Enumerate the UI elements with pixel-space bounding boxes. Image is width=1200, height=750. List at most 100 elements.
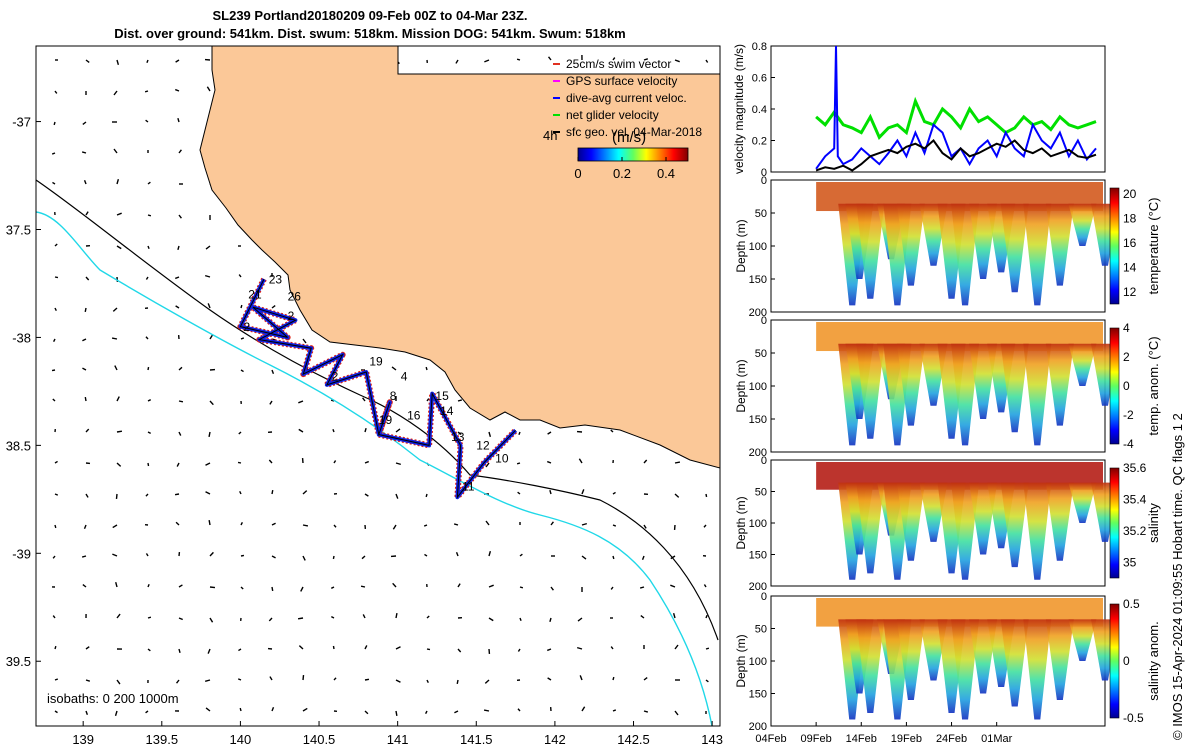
current-arrow (207, 648, 211, 654)
current-arrow (547, 648, 552, 652)
current-arrow (147, 583, 150, 588)
current-arrow (271, 707, 275, 712)
current-arrow (206, 86, 211, 92)
current-arrow (85, 428, 90, 433)
current-arrow (672, 613, 676, 619)
current-arrow (643, 459, 648, 464)
colorbar-tick: 4 (1123, 321, 1130, 335)
current-arrow (581, 522, 587, 526)
current-arrow (205, 245, 211, 250)
current-arrow (52, 181, 56, 185)
time-series-panels: 0 0.2 0.4 0.6 0.8 velocity magnitude (m/s) 0 50… (732, 41, 1161, 745)
time-x-tick: 04Feb (755, 733, 786, 745)
current-arrow (362, 397, 366, 402)
current-arrow (550, 521, 554, 526)
current-arrow (547, 431, 552, 435)
track-label: 13 (451, 430, 465, 444)
legend-entry: GPS surface velocity (566, 74, 677, 88)
track-label: 8 (390, 389, 397, 403)
current-arrow (52, 398, 56, 402)
colorbar-tick: 0.5 (1123, 597, 1140, 611)
current-arrow (483, 709, 490, 712)
current-arrow (643, 710, 649, 713)
current-arrow (52, 555, 56, 559)
current-arrow (82, 367, 87, 371)
current-arrow (113, 148, 118, 154)
depth-tick: 200 (749, 447, 767, 459)
current-arrow (147, 431, 151, 434)
depth-tick: 200 (749, 721, 767, 733)
current-arrow (703, 524, 707, 528)
current-arrow (488, 617, 494, 622)
dive-profile (969, 619, 998, 694)
depth-ylabel: Depth (m) (734, 634, 748, 687)
current-arrow (271, 489, 274, 495)
current-arrow (454, 710, 459, 714)
dive-profile (1068, 203, 1097, 246)
current-arrow (240, 522, 243, 526)
current-arrow (145, 493, 149, 497)
current-arrow (581, 555, 587, 560)
current-arrow (146, 59, 149, 64)
depth-ylabel: Depth (m) (734, 219, 748, 272)
velocity-y-tick: 0.8 (752, 41, 767, 53)
dive-profile (896, 619, 925, 700)
dive-profile (1000, 343, 1029, 433)
current-arrow (147, 366, 150, 371)
current-arrow (175, 305, 180, 309)
current-arrow (300, 586, 304, 592)
depth-tick: 0 (761, 591, 767, 603)
current-arrow (395, 646, 401, 650)
current-arrow (209, 400, 214, 406)
map-x-tick: 141 (387, 732, 409, 747)
current-arrow (116, 245, 122, 250)
current-arrow (111, 337, 118, 340)
current-arrow (612, 491, 616, 495)
current-arrow (516, 462, 521, 465)
current-arrow (114, 710, 118, 716)
current-arrow (484, 59, 490, 63)
current-arrow (83, 180, 87, 185)
dive-profile (1068, 343, 1097, 386)
current-arrow (670, 584, 676, 588)
current-arrow (674, 461, 681, 464)
current-arrow (112, 524, 118, 529)
current-arrow (268, 459, 273, 464)
current-arrow (581, 706, 586, 712)
current-arrow (364, 493, 369, 497)
current-arrow (177, 117, 180, 123)
current-arrow (269, 676, 273, 681)
depth-ylabel: Depth (m) (734, 496, 748, 549)
current-arrow (240, 586, 244, 590)
current-arrow (115, 493, 118, 500)
current-arrow (178, 400, 184, 403)
current-arrow (547, 56, 552, 61)
track-label: 12 (476, 439, 490, 453)
map-x-tick: 142 (544, 732, 566, 747)
dive-profile (969, 482, 998, 555)
current-arrow (147, 245, 150, 250)
current-arrow (116, 179, 120, 185)
current-arrow (240, 369, 244, 373)
current-arrow (364, 710, 369, 715)
dive-profile (1045, 619, 1074, 700)
current-arrow (81, 555, 87, 558)
current-arrow (391, 366, 397, 371)
current-arrow (703, 584, 707, 588)
current-arrow (330, 399, 335, 402)
dive-profile (856, 619, 885, 713)
velocity-y-tick: 0.2 (752, 136, 767, 148)
dive-profile (951, 343, 980, 446)
dive-profile (1068, 619, 1097, 661)
current-arrow (298, 645, 304, 650)
current-arrow (238, 274, 242, 278)
current-arrow (84, 396, 87, 402)
current-arrow (85, 211, 89, 216)
colorbar-label: salinity (1146, 503, 1161, 543)
current-arrow (612, 676, 615, 681)
depth-tick: 50 (755, 624, 767, 636)
current-arrow (519, 553, 523, 557)
depth-tick: 0 (761, 315, 767, 327)
